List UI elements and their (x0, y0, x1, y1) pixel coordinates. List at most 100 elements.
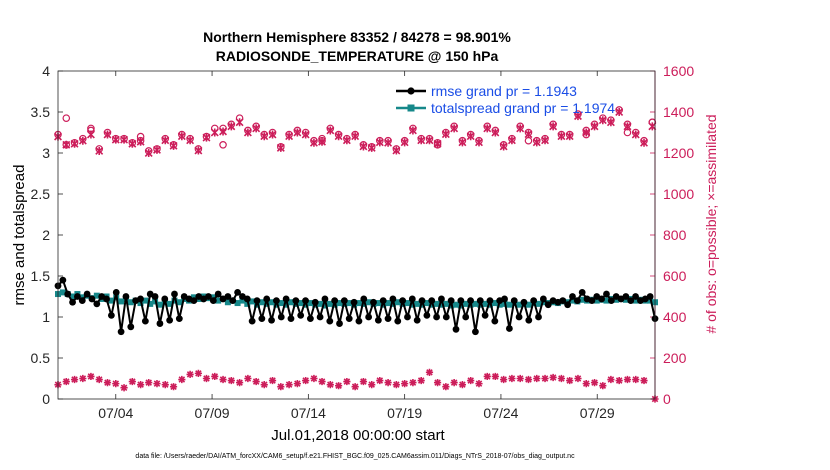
obs-assimilated-point (541, 136, 550, 145)
obs-assimilated-point (219, 127, 228, 136)
rmse-point (365, 313, 373, 321)
obs-assimilated-point (640, 138, 648, 147)
y2-tick-label: 1000 (663, 186, 694, 202)
obs-low-point (524, 375, 533, 384)
y2-axis-label: # of obs: o=possible; ×=assimilated (703, 114, 719, 333)
y-tick-label: 1.5 (31, 268, 51, 284)
rmse-point (350, 298, 358, 306)
y-tick-label: 3 (42, 145, 50, 161)
rmse-point (64, 290, 72, 298)
rmse-point (112, 289, 120, 296)
obs-low-point (433, 379, 442, 387)
y-axis-label: rmse and totalspread (11, 165, 28, 306)
rmse-point (302, 297, 309, 304)
obs-low-point (351, 383, 359, 391)
totalspread-point (428, 301, 435, 308)
totalspread-point (317, 300, 324, 307)
x-tick-label: 07/04 (98, 405, 133, 421)
obs-assimilated-point (408, 126, 417, 135)
rmse-point (273, 297, 280, 304)
totalspread-point (215, 297, 222, 304)
obs-assimilated-point (648, 122, 657, 131)
totalspread-point (389, 300, 396, 307)
obs-assimilated-point (375, 138, 384, 147)
obs-low-point (79, 374, 87, 383)
rmse-point (578, 289, 586, 296)
obs-low-point (425, 368, 434, 376)
obs-low-point (533, 374, 541, 383)
obs-assimilated-point (351, 132, 360, 141)
totalspread-point (535, 300, 542, 307)
totalspread-point (360, 300, 367, 307)
rmse-point (569, 293, 576, 300)
rmse-point (166, 316, 174, 324)
rmse-point (374, 316, 382, 324)
rmse-point (627, 297, 635, 304)
rmse-point (156, 320, 164, 327)
rmse-series (54, 276, 659, 336)
obs-low-point (590, 379, 599, 387)
obs-assimilated-point (516, 124, 525, 133)
rmse-point (336, 320, 343, 327)
legend-spread-marker (407, 104, 415, 112)
rmse-point (224, 293, 232, 300)
rmse-point (428, 297, 436, 304)
obs-low-point (252, 377, 260, 386)
totalspread-point (297, 300, 304, 307)
obs-low-point (359, 377, 368, 386)
rmse-point (510, 297, 518, 304)
totalspread-point (336, 300, 343, 307)
rmse-point (277, 313, 285, 321)
obs-assimilated-point (111, 135, 120, 144)
obs-assimilated-point (384, 138, 393, 147)
rmse-point (340, 297, 348, 304)
totalspread-point (69, 293, 76, 300)
obs-assimilated-point (483, 124, 492, 133)
rmse-point (457, 297, 465, 304)
obs-low-point (277, 383, 285, 391)
obs-assimilated-point (524, 130, 533, 139)
obs-assimilated-point (532, 138, 541, 147)
rmse-point (88, 295, 96, 303)
rmse-point (229, 297, 237, 304)
obs-assimilated-point (450, 124, 459, 133)
totalspread-point (438, 301, 445, 308)
obs-assimilated-point (120, 135, 129, 144)
rmse-point (433, 313, 440, 321)
x-tick-label: 07/19 (387, 405, 422, 421)
rmse-point (161, 295, 169, 303)
obs-assimilated-point (574, 112, 582, 121)
y2-tick-label: 600 (663, 268, 687, 284)
totalspread-point (414, 300, 421, 307)
rmse-point (248, 317, 256, 325)
obs-assimilated-point (103, 130, 112, 139)
obs-assimilated-point (186, 136, 195, 145)
rmse-point (525, 316, 533, 324)
y2-tick-label: 1400 (663, 104, 694, 120)
rmse-point (646, 293, 654, 300)
rmse-point (117, 328, 125, 336)
rmse-point (384, 315, 392, 323)
obs-low-point (153, 380, 161, 388)
obs-low-point (310, 374, 318, 383)
rmse-point (214, 290, 222, 298)
totalspread-point (506, 301, 513, 308)
y2-tick-label: 0 (663, 391, 671, 407)
rmse-point (175, 315, 183, 323)
obs-assimilated-point (417, 136, 426, 145)
rmse-point (413, 316, 421, 324)
y-tick-label: 0.5 (31, 350, 51, 366)
obs-assimilated-point (293, 128, 302, 137)
obs-low-point (318, 377, 326, 386)
obs-assimilated-series (54, 108, 657, 157)
rmse-point (137, 295, 144, 303)
obs-low-series (54, 368, 659, 403)
totalspread-point (603, 297, 610, 304)
obs-assimilated-point (243, 128, 252, 137)
obs-assimilated-point (549, 122, 558, 131)
obs-assimilated-point (194, 146, 203, 155)
totalspread-point (268, 299, 275, 306)
obs-low-point (640, 376, 648, 385)
legend-spread-label: totalspread grand pr = 1.1974 (431, 100, 615, 116)
obs-low-point (260, 381, 268, 389)
